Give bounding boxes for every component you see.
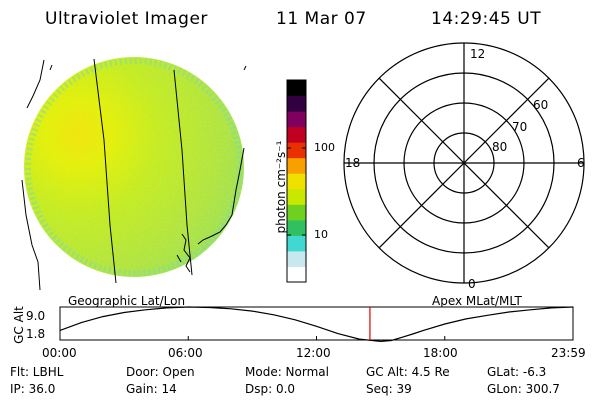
- uv-image-disk: [24, 57, 244, 277]
- dsp-status: Dsp: 0.0: [245, 382, 296, 396]
- mlat-mlt-polar-grid: [343, 42, 585, 284]
- time-label: 14:29:45 UT: [431, 9, 542, 29]
- meridian-line: [173, 69, 193, 276]
- orbit-ylabel: GC Alt: [12, 306, 26, 344]
- instrument-title: Ultraviolet Imager: [45, 9, 208, 29]
- gc-alt-status: GC Alt: 4.5 Re: [366, 365, 450, 379]
- orbit-left-title: Geographic Lat/Lon: [68, 294, 186, 308]
- colorbar-segment: [287, 173, 306, 190]
- orbit-ytick: 9.0: [26, 309, 46, 323]
- colorbar: [286, 79, 307, 283]
- colorbar-segment: [287, 266, 306, 283]
- ip-status: IP: 36.0: [10, 382, 56, 396]
- orbit-xtick: 06:00: [168, 346, 203, 360]
- colorbar-unit-label: photon cm⁻²s⁻¹: [274, 140, 288, 234]
- coastline-overlay: [21, 58, 247, 291]
- mlt-label-12: 12: [470, 47, 486, 61]
- glat-status: GLat: -6.3: [487, 365, 547, 379]
- colorbar-segment: [287, 142, 306, 159]
- colorbar-segment: [287, 80, 306, 97]
- glon-status: GLon: 300.7: [487, 382, 560, 396]
- orbit-xtick: 00:00: [42, 346, 77, 360]
- colorbar-segment: [287, 204, 306, 221]
- colorbar-segment: [287, 111, 306, 128]
- colorbar-frame: [286, 79, 307, 283]
- seq-status: Seq: 39: [366, 382, 412, 396]
- mlat-label-70: 70: [512, 120, 528, 134]
- edge-speckle: [25, 58, 243, 276]
- coastline: [197, 147, 245, 245]
- mode-status: Mode: Normal: [245, 365, 329, 379]
- coastline: [176, 254, 182, 263]
- mlat-label-80: 80: [492, 140, 508, 154]
- colorbar-segment: [287, 188, 306, 205]
- door-status: Door: Open: [126, 365, 195, 379]
- coastline: [26, 59, 45, 109]
- orbit-altitude-plot: [59, 306, 574, 343]
- mlt-label-6: 6: [577, 156, 585, 170]
- colorbar-segment: [287, 250, 306, 267]
- meridian-line: [93, 58, 117, 284]
- orbit-xtick: 23:59: [551, 346, 586, 360]
- mlat-label-60: 60: [533, 98, 549, 112]
- coastline: [243, 65, 247, 71]
- colorbar-segment: [287, 126, 306, 143]
- orbit-plot-frame: [59, 306, 574, 341]
- coastline: [49, 64, 53, 71]
- date-label: 11 Mar 07: [276, 9, 367, 29]
- filter-status: Flt: LBHL: [10, 365, 64, 379]
- orbit-ytick: 1.8: [26, 327, 46, 341]
- colorbar-segment: [287, 157, 306, 174]
- mlt-diagonal: [378, 77, 550, 249]
- colorbar-segment: [287, 95, 306, 112]
- colorbar-tick-label: 100: [314, 141, 335, 154]
- orbit-xtick: 18:00: [423, 346, 458, 360]
- mlt-label-18: 18: [345, 156, 361, 170]
- colorbar-segment: [287, 235, 306, 252]
- orbit-right-title: Apex MLat/MLT: [432, 294, 522, 308]
- colorbar-tick-label: 10: [314, 228, 328, 241]
- coastline: [21, 179, 41, 291]
- gain-status: Gain: 14: [126, 382, 177, 396]
- mlt-label-0: 0: [468, 277, 476, 291]
- orbit-altitude-line: [59, 306, 574, 343]
- colorbar-segment: [287, 219, 306, 236]
- coastline: [181, 233, 191, 273]
- orbit-xtick: 12:00: [296, 346, 331, 360]
